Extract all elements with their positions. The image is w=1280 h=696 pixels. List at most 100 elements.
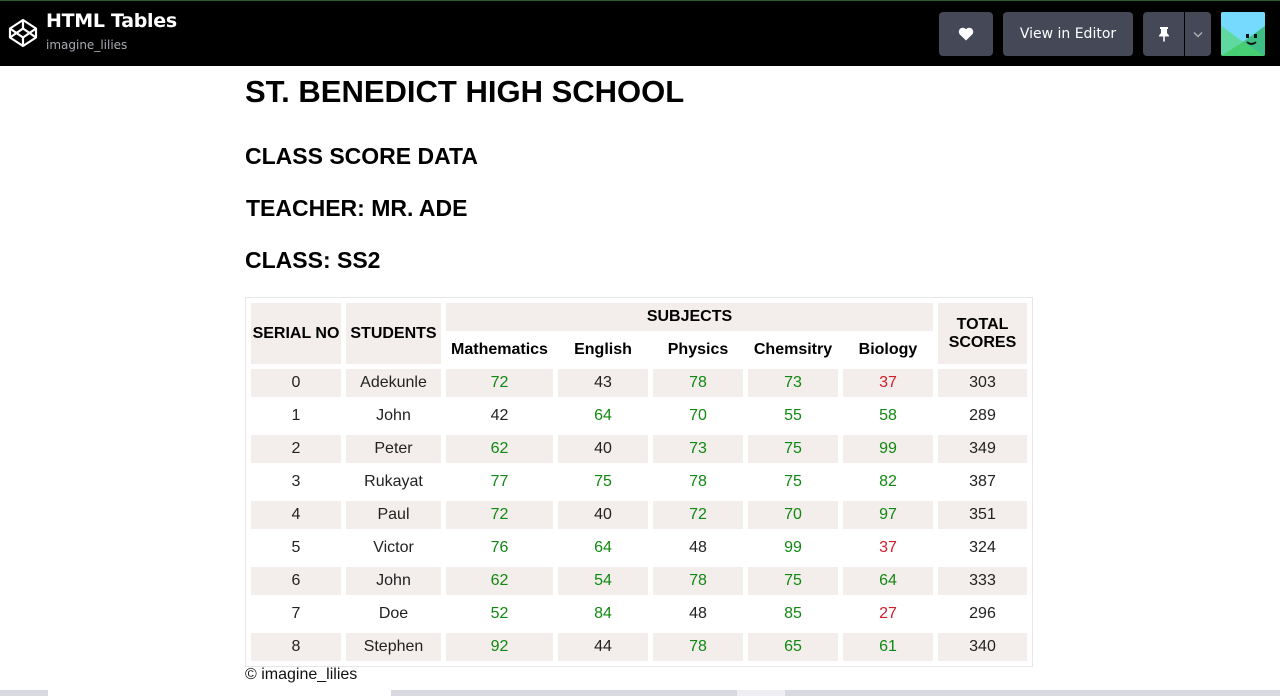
table-row: 4 Paul 72 40 72 70 97 351 — [251, 501, 1027, 529]
score-cell: 48 — [689, 605, 707, 622]
score-cell: 78 — [653, 369, 743, 397]
score-cell: 75 — [748, 567, 838, 595]
score-cell: 40 — [558, 435, 648, 463]
score-cell: 43 — [558, 369, 648, 397]
subject-header: Mathematics — [446, 336, 553, 364]
chevron-down-icon — [1193, 31, 1203, 38]
score-cell: 73 — [748, 369, 838, 397]
score-cell: 99 — [843, 435, 933, 463]
serial-cell: 0 — [251, 369, 341, 397]
total-score-cell: 303 — [938, 369, 1027, 397]
score-cell: 82 — [879, 473, 897, 490]
serial-cell: 5 — [291, 539, 301, 556]
subject-header: Biology — [843, 336, 933, 364]
score-cell: 75 — [748, 435, 838, 463]
score-cell: 37 — [843, 369, 933, 397]
score-table: SERIAL NO STUDENTS SUBJECTS TOTAL SCORES… — [245, 297, 1033, 667]
pin-options-dropdown[interactable] — [1185, 12, 1211, 56]
score-cell: 58 — [879, 407, 897, 424]
table-row: 2 Peter 62 40 73 75 99 349 — [251, 435, 1027, 463]
total-score-cell: 333 — [938, 567, 1027, 595]
student-name-cell: Victor — [373, 539, 414, 556]
serial-cell: 4 — [251, 501, 341, 529]
header-serial-no: SERIAL NO — [251, 303, 341, 364]
teacher-heading: TEACHER: MR. ADE — [246, 195, 468, 221]
header-subjects: SUBJECTS — [446, 303, 933, 331]
score-cell: 75 — [784, 473, 802, 490]
student-name-cell: Rukayat — [364, 473, 423, 490]
score-cell: 92 — [446, 633, 553, 661]
score-cell: 40 — [558, 501, 648, 529]
serial-cell: 1 — [291, 407, 301, 424]
view-in-editor-button[interactable]: View in Editor — [1003, 12, 1133, 56]
table-row: 5 Victor 76 64 48 99 37 324 — [251, 534, 1027, 562]
codepen-logo-icon[interactable] — [8, 18, 38, 48]
class-score-heading: CLASS SCORE DATA — [245, 143, 478, 169]
total-score-cell: 351 — [938, 501, 1027, 529]
class-heading: CLASS: SS2 — [245, 247, 381, 273]
score-cell: 99 — [784, 539, 802, 556]
score-cell: 42 — [490, 407, 509, 424]
score-cell: 84 — [594, 605, 612, 622]
score-cell: 65 — [748, 633, 838, 661]
student-name-cell: Peter — [346, 435, 441, 463]
student-name-cell: Stephen — [346, 633, 441, 661]
bottom-tab-strip — [0, 690, 1280, 696]
student-name-cell: John — [346, 567, 441, 595]
table-row: 0 Adekunle 72 43 78 73 37 303 — [251, 369, 1027, 397]
score-cell: 62 — [446, 567, 553, 595]
score-cell: 44 — [558, 633, 648, 661]
pin-icon — [1158, 27, 1169, 42]
like-button[interactable] — [939, 12, 993, 56]
score-cell: 72 — [446, 501, 553, 529]
score-cell: 75 — [594, 473, 612, 490]
heart-icon — [958, 27, 974, 41]
score-cell: 62 — [446, 435, 553, 463]
pen-title[interactable]: HTML Tables — [46, 10, 177, 32]
score-cell: 78 — [653, 567, 743, 595]
pin-button[interactable] — [1143, 12, 1184, 56]
student-name-cell: Doe — [378, 605, 409, 622]
total-score-cell: 289 — [969, 407, 996, 424]
score-cell: 70 — [748, 501, 838, 529]
table-row: 7 Doe 52 84 48 85 27 296 — [251, 600, 1027, 628]
serial-cell: 3 — [291, 473, 301, 490]
score-cell: 48 — [689, 539, 707, 556]
score-cell: 97 — [843, 501, 933, 529]
score-cell: 85 — [784, 605, 802, 622]
score-cell: 78 — [653, 633, 743, 661]
subject-header: Chemsitry — [748, 336, 838, 364]
table-row: 3 Rukayat 77 75 78 75 82 387 — [251, 468, 1027, 496]
total-score-cell: 349 — [938, 435, 1027, 463]
score-cell: 52 — [490, 605, 509, 622]
total-score-cell: 340 — [938, 633, 1027, 661]
student-name-cell: Paul — [346, 501, 441, 529]
score-cell: 70 — [689, 407, 707, 424]
serial-cell: 7 — [291, 605, 301, 622]
serial-cell: 6 — [251, 567, 341, 595]
score-cell: 78 — [689, 473, 707, 490]
subject-header: English — [558, 336, 648, 364]
score-cell: 73 — [653, 435, 743, 463]
score-cell: 76 — [490, 539, 509, 556]
score-cell: 72 — [446, 369, 553, 397]
student-name-cell: Adekunle — [346, 369, 441, 397]
total-score-cell: 296 — [969, 605, 996, 622]
avatar[interactable] — [1221, 12, 1265, 56]
table-row: 6 John 62 54 78 75 64 333 — [251, 567, 1027, 595]
score-cell: 77 — [490, 473, 509, 490]
subject-header: Physics — [653, 336, 743, 364]
header-students: STUDENTS — [346, 303, 441, 364]
pen-author-link[interactable]: imagine_lilies — [46, 38, 128, 52]
student-name-cell: John — [376, 407, 411, 424]
total-score-cell: 324 — [969, 539, 996, 556]
score-cell: 37 — [879, 539, 897, 556]
table-row: 8 Stephen 92 44 78 65 61 340 — [251, 633, 1027, 661]
score-cell: 64 — [843, 567, 933, 595]
school-title: ST. BENEDICT HIGH SCHOOL — [245, 74, 685, 109]
copyright-footer: © imagine_lilies — [245, 666, 358, 683]
table-row: 1 John 42 64 70 55 58 289 — [251, 402, 1027, 430]
header-total-scores: TOTAL SCORES — [938, 303, 1027, 364]
score-cell: 64 — [594, 539, 612, 556]
score-cell: 64 — [594, 407, 612, 424]
